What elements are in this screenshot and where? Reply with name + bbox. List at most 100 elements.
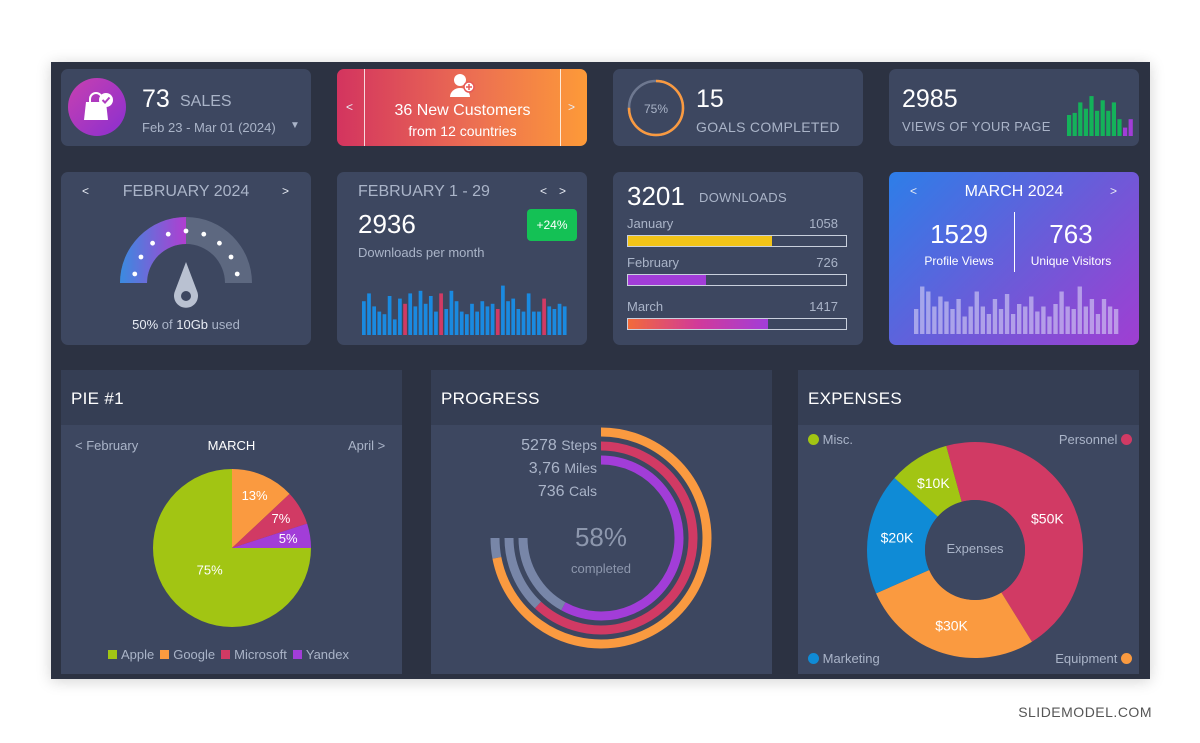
march-next-button[interactable]: > <box>1110 184 1118 198</box>
views-bar-chart <box>1067 96 1133 136</box>
sales-count: 73 <box>142 85 170 113</box>
downloads-month-bar <box>408 293 413 335</box>
downloads-card: 3201 DOWNLOADS January 1058 February 726 Mar… <box>613 172 863 345</box>
goals-card: 75% 15 GOALS COMPLETED <box>613 69 863 146</box>
march-bar <box>1059 291 1064 334</box>
downloads-month-range: FEBRUARY 1 - 29 <box>358 183 490 200</box>
downloads-month-bar <box>382 314 387 335</box>
downloads-month-bar <box>403 303 407 335</box>
downloads-month-bar <box>444 309 449 335</box>
miles-stat: 3,76 Miles <box>529 460 597 478</box>
progress-ring-arc <box>492 427 712 649</box>
views-label: VIEWS OF YOUR PAGE <box>902 119 1051 134</box>
views-bar <box>1078 102 1083 136</box>
march-bar <box>986 314 992 334</box>
customers-next-button[interactable]: > <box>568 100 576 114</box>
downloads-month-next-button[interactable]: > <box>559 184 567 198</box>
pie-next-month-link[interactable]: April > <box>348 438 386 453</box>
storage-next-button[interactable]: > <box>282 184 290 198</box>
downloads-row-track <box>627 318 847 330</box>
downloads-row-fill <box>628 275 707 285</box>
pie-slice-label: 13% <box>242 488 268 503</box>
pie-legend-swatch <box>107 650 117 659</box>
cals-value: 736 <box>537 483 565 500</box>
pie-prev-month-link[interactable]: < February <box>75 438 139 453</box>
march-bar <box>1083 306 1089 334</box>
downloads-month-bar <box>485 306 490 335</box>
expenses-slice <box>867 478 938 594</box>
pie-legend-item: Apple <box>107 647 154 662</box>
cals-stat: 736 Cals <box>538 483 597 501</box>
march-bar <box>1023 306 1028 334</box>
divider <box>1014 212 1015 272</box>
legend-misc-label: Misc. <box>822 432 853 447</box>
personnel-dot <box>1121 434 1132 445</box>
sales-date-range: Feb 23 - Mar 01 (2024) <box>142 120 276 135</box>
downloads-month-bar <box>531 311 536 335</box>
chevron-down-icon[interactable]: ▼ <box>290 120 300 131</box>
march-bar <box>1017 304 1022 334</box>
march-bar <box>1071 309 1076 334</box>
downloads-month-bar <box>423 303 428 335</box>
downloads-month-bar <box>562 306 567 335</box>
gauge-dot <box>138 254 144 260</box>
views-bar <box>1100 100 1105 136</box>
expenses-donut-hole <box>925 500 1025 600</box>
pie-slice <box>232 469 290 548</box>
downloads-row-month: January <box>627 216 674 231</box>
legend-equipment-label: Equipment <box>1055 651 1118 666</box>
gauge-dot <box>217 240 222 246</box>
downloads-row-track <box>627 274 847 286</box>
views-bar <box>1117 119 1122 136</box>
march-bar <box>1101 299 1107 334</box>
downloads-row-value: 1058 <box>809 216 838 231</box>
pie-panel-title: PIE #1 <box>71 389 124 408</box>
march-bar <box>920 286 925 334</box>
views-bar <box>1106 110 1111 136</box>
march-bar <box>944 301 949 334</box>
downloads-month-bar <box>480 301 485 335</box>
unique-visitors-label: Unique Visitors <box>1030 254 1112 268</box>
progress-ring-arc <box>534 441 698 635</box>
march-bar <box>968 306 973 334</box>
gauge-dot <box>183 228 189 234</box>
pie-legend-swatch <box>292 650 302 659</box>
march-prev-button[interactable]: < <box>910 184 918 198</box>
downloads-month-bar <box>392 319 397 335</box>
march-bar <box>1089 299 1095 334</box>
expenses-panel-title: EXPENSES <box>808 389 903 408</box>
gauge-dot <box>234 271 240 277</box>
storage-usage-text: 50% of 10Gb used <box>61 317 311 332</box>
pie-legend-item: Google <box>160 647 215 662</box>
views-card: 2985 VIEWS OF YOUR PAGE <box>889 69 1139 146</box>
downloads-row-fill <box>628 236 772 246</box>
storage-prev-button[interactable]: < <box>82 184 90 198</box>
customers-prev-button[interactable]: < <box>346 100 354 114</box>
pie-legend-label: Yandex <box>305 647 350 662</box>
storage-of: of <box>161 317 173 332</box>
sales-card: 73 SALES Feb 23 - Mar 01 (2024) ▼ <box>61 69 311 146</box>
views-bar <box>1128 119 1133 136</box>
downloads-row-value: 726 <box>816 255 838 270</box>
unique-visitors-count: 763 <box>1049 219 1093 249</box>
views-bar <box>1095 110 1100 136</box>
march-bar <box>950 309 955 334</box>
goals-ring <box>627 79 685 137</box>
progress-panel: PROGRESS 5278 Steps 3,76 Miles 736 Cals … <box>431 370 772 674</box>
storage-card: < FEBRUARY 2024 > 50% of 10Gb used <box>61 172 311 345</box>
march-bar <box>998 309 1004 334</box>
dashboard: 73 SALES Feb 23 - Mar 01 (2024) ▼ < > 36… <box>51 62 1150 679</box>
march-card: < MARCH 2024 > 1529 Profile Views 763 Un… <box>889 172 1139 345</box>
storage-gauge <box>120 217 252 308</box>
pie-legend-item: Microsoft <box>221 647 287 662</box>
march-bar <box>974 291 979 334</box>
steps-value: 5278 <box>521 437 557 454</box>
march-bar <box>932 306 937 334</box>
downloads-month-prev-button[interactable]: < <box>540 184 548 198</box>
downloads-month-bar <box>465 314 469 335</box>
downloads-month-bar <box>398 298 402 335</box>
storage-used-label: used <box>211 317 240 332</box>
downloads-month-bar <box>372 306 377 335</box>
march-bar <box>1113 309 1119 334</box>
customers-card: < > 36 New Customers from 12 countries <box>337 69 587 146</box>
